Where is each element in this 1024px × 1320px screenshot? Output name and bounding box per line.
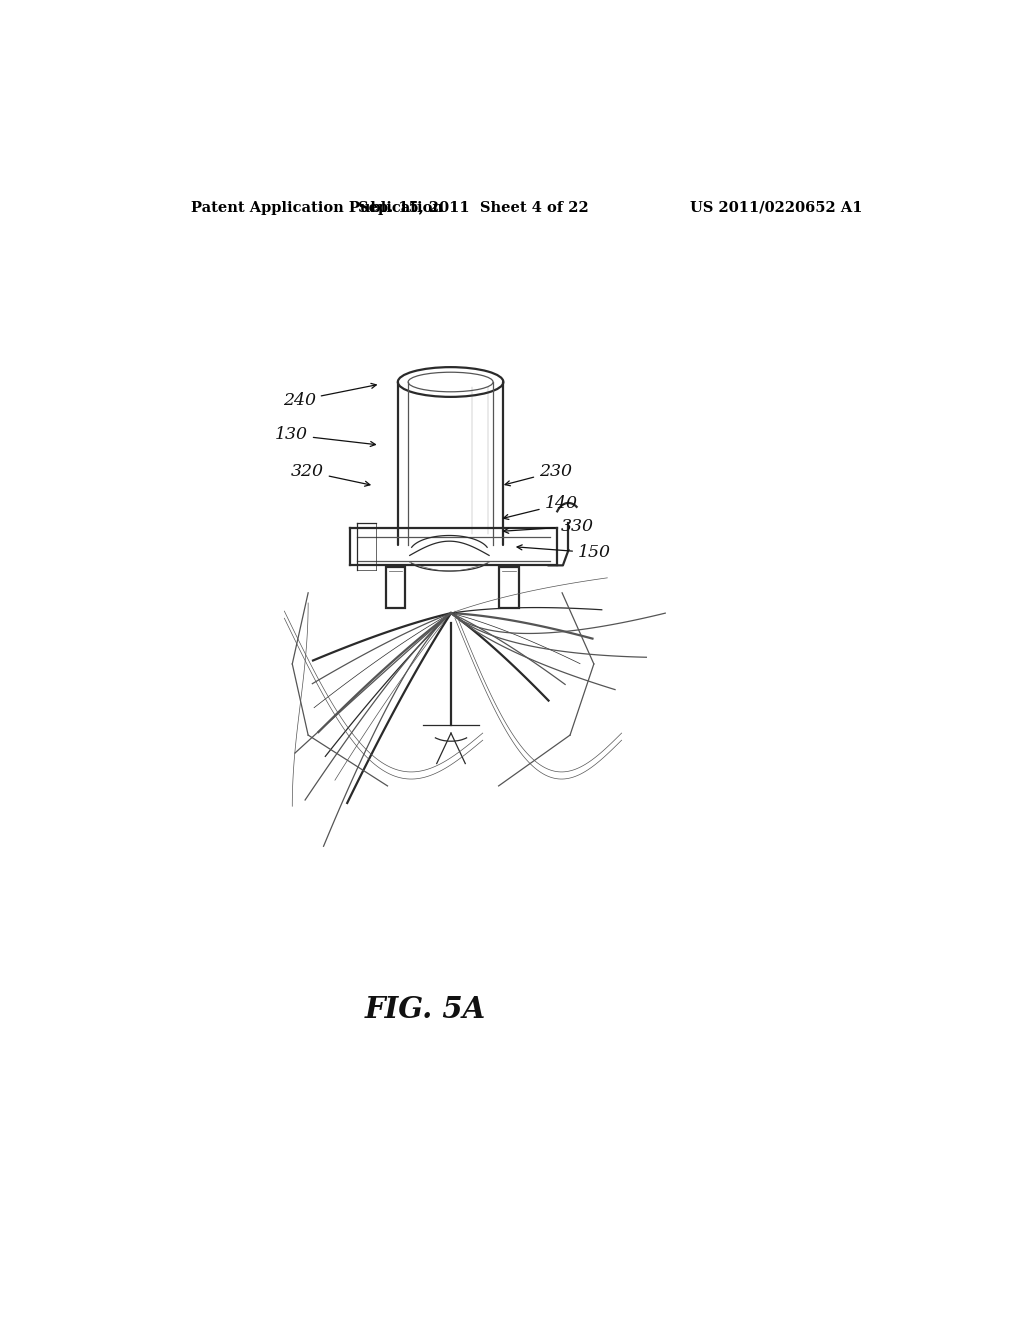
Text: 330: 330 <box>504 517 594 535</box>
Text: FIG. 5A: FIG. 5A <box>365 995 486 1023</box>
Text: 130: 130 <box>274 426 376 446</box>
Text: 230: 230 <box>505 463 572 486</box>
Text: 150: 150 <box>517 544 611 561</box>
Text: 140: 140 <box>504 495 578 520</box>
Text: 320: 320 <box>291 463 370 486</box>
Text: US 2011/0220652 A1: US 2011/0220652 A1 <box>689 201 862 215</box>
Text: Sep. 15, 2011  Sheet 4 of 22: Sep. 15, 2011 Sheet 4 of 22 <box>357 201 589 215</box>
Text: 240: 240 <box>283 383 376 409</box>
FancyBboxPatch shape <box>385 568 406 609</box>
Text: Patent Application Publication: Patent Application Publication <box>191 201 443 215</box>
FancyBboxPatch shape <box>499 568 519 609</box>
